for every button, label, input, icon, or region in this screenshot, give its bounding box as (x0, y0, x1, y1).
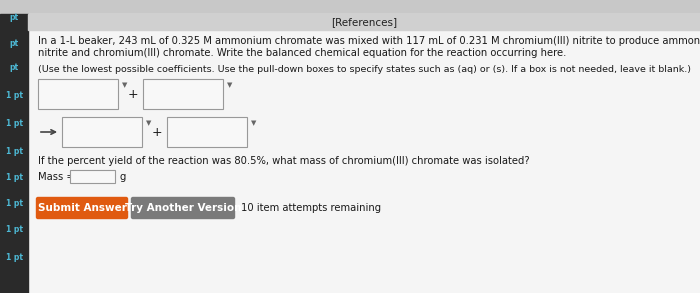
Bar (167, 117, 247, 147)
Text: pt: pt (9, 38, 19, 47)
Text: 10 item attempts remaining: 10 item attempts remaining (241, 203, 381, 213)
Text: g: g (120, 172, 127, 182)
Text: Mass =: Mass = (38, 172, 75, 182)
Text: 1 pt: 1 pt (6, 120, 22, 129)
Text: Submit Answer: Submit Answer (38, 203, 127, 213)
FancyBboxPatch shape (36, 197, 127, 219)
Bar (143, 79, 223, 109)
Text: ▼: ▼ (251, 120, 256, 126)
Bar (62, 117, 142, 147)
Text: ▼: ▼ (146, 120, 151, 126)
Text: 1 pt: 1 pt (6, 147, 22, 156)
Text: 1 pt: 1 pt (6, 226, 22, 234)
Text: (Use the lowest possible coefficients. Use the pull-down boxes to specify states: (Use the lowest possible coefficients. U… (38, 64, 691, 74)
Text: ▼: ▼ (122, 82, 127, 88)
Text: [References]: [References] (331, 17, 397, 27)
Text: +: + (152, 125, 162, 139)
Text: In a 1-L beaker, 243 mL of 0.325 M ammonium chromate was mixed with 117 mL of 0.: In a 1-L beaker, 243 mL of 0.325 M ammon… (38, 36, 700, 46)
Bar (70, 170, 115, 183)
Text: 1 pt: 1 pt (6, 173, 22, 183)
FancyBboxPatch shape (132, 197, 234, 219)
Text: +: + (127, 88, 139, 100)
Text: ▼: ▼ (227, 82, 232, 88)
Bar (38, 79, 118, 109)
Text: nitrite and chromium(III) chromate. Write the balanced chemical equation for the: nitrite and chromium(III) chromate. Writ… (38, 48, 566, 58)
Text: pt: pt (9, 13, 19, 23)
Bar (28, 14, 700, 30)
Text: If the percent yield of the reaction was 80.5%, what mass of chromium(III) chrom: If the percent yield of the reaction was… (38, 156, 530, 166)
Text: Try Another Version: Try Another Version (125, 203, 242, 213)
Text: 1 pt: 1 pt (6, 200, 22, 209)
Text: pt: pt (9, 64, 19, 72)
Bar (0, 14, 28, 293)
Bar (0, 0, 700, 14)
Text: 1 pt: 1 pt (6, 253, 22, 263)
Text: 1 pt: 1 pt (6, 91, 22, 100)
